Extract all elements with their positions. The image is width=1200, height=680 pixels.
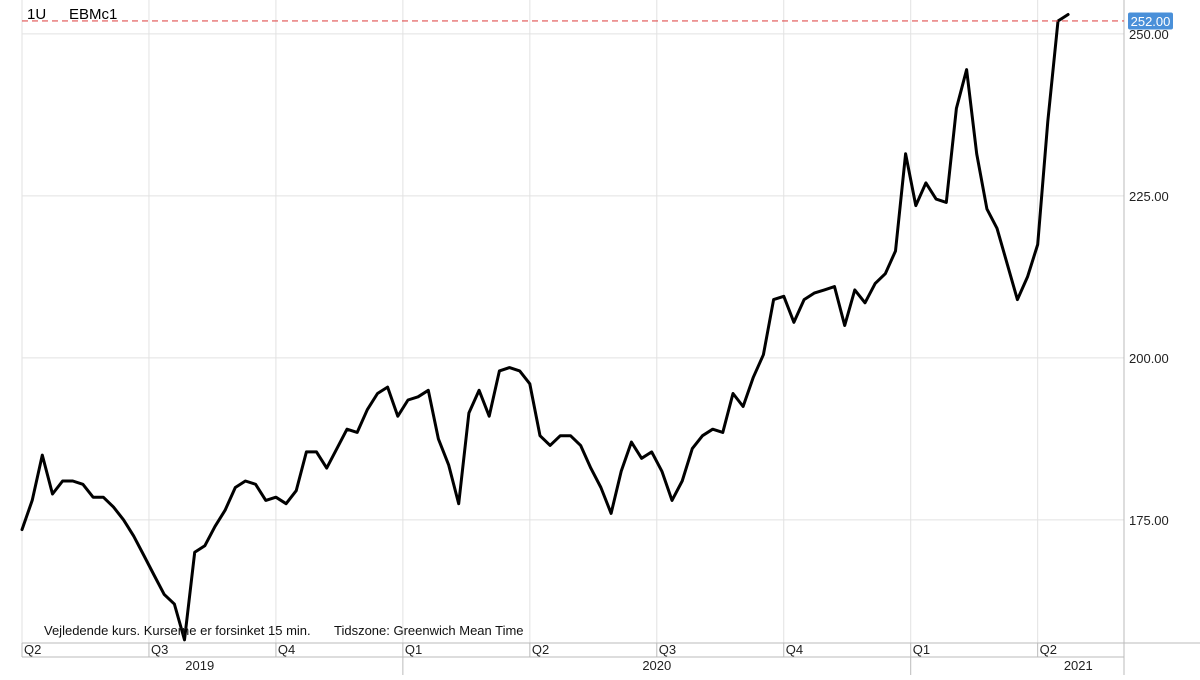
symbol-label: EBMc1	[69, 6, 117, 23]
x-tick-label: Q2	[24, 642, 41, 657]
price-line	[20, 13, 1070, 642]
y-tick-label: 175.00	[1129, 513, 1169, 528]
footnote: Vejledende kurs. Kurserne er forsinket 1…	[44, 623, 311, 638]
timezone-label: Tidszone: Greenwich Mean Time	[334, 623, 524, 638]
year-label: 2020	[642, 658, 671, 673]
x-tick-label: Q2	[1040, 642, 1057, 657]
x-tick-label: Q3	[659, 642, 676, 657]
price-series	[20, 13, 1070, 642]
x-tick-label: Q3	[151, 642, 168, 657]
overlay: 1U EBMc1 Vejledende kurs. Kurserne er fo…	[22, 6, 1173, 638]
grid	[21, 0, 1124, 643]
y-tick-label: 225.00	[1129, 189, 1169, 204]
x-tick-label: Q4	[786, 642, 803, 657]
year-label: 2021	[1064, 658, 1093, 673]
last-value-label: 252.00	[1131, 14, 1171, 29]
axes: 175.00 200.00 225.00 250.00 Q2 Q3 Q4 Q1 Q2 Q3 Q4 Q1…	[21, 0, 1200, 675]
period-label: 1U	[27, 6, 46, 23]
year-label: 2019	[185, 658, 214, 673]
x-tick-label: Q2	[532, 642, 549, 657]
x-tick-label: Q4	[278, 642, 295, 657]
last-value-badge	[1128, 12, 1173, 30]
y-tick-label: 200.00	[1129, 351, 1169, 366]
x-tick-label: Q1	[405, 642, 422, 657]
x-tick-label: Q1	[913, 642, 930, 657]
y-tick-label: 250.00	[1129, 27, 1169, 42]
